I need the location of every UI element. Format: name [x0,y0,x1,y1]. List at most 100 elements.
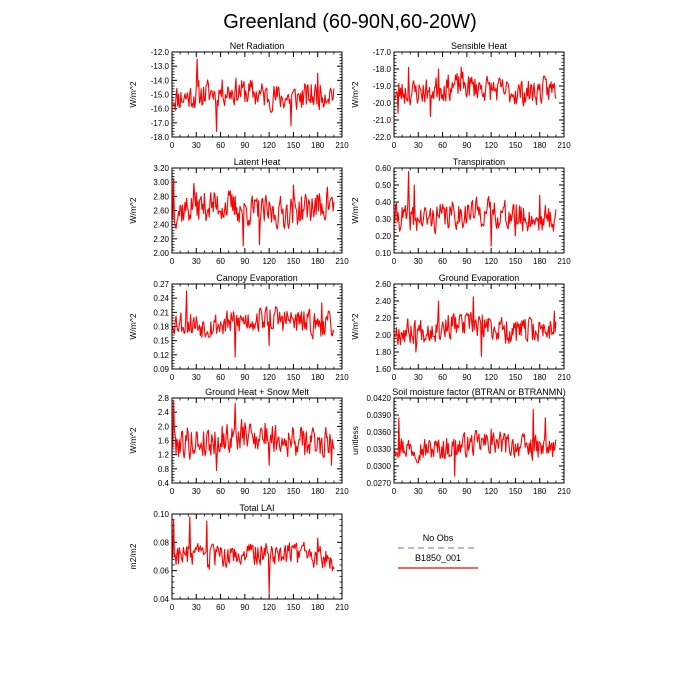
x-tick-label: 90 [462,141,471,150]
series-line [394,408,557,477]
x-tick-label: 0 [392,141,397,150]
panel-9: Total LAI m2/m2 0 30 60 90 120 150 180 210 0.04 0.0… [128,503,349,612]
y-tick-label: 2.60 [375,280,391,289]
x-tick-label: 150 [509,487,523,496]
panel-title: Ground Evaporation [439,273,520,283]
y-tick-label: 0.04 [153,595,169,604]
x-tick-label: 210 [557,257,571,266]
x-tick-label: 180 [533,257,547,266]
y-tick-label: -15.0 [151,91,170,100]
y-tick-label: -21.0 [373,116,392,125]
y-tick-label: 2.20 [153,235,169,244]
panel-8: Soil moisture factor (BTRAN or BTRANMN) u… [350,387,571,496]
y-tick-label: -18.0 [373,65,392,74]
x-tick-label: 150 [287,141,301,150]
y-tick-label: 2.8 [158,394,170,403]
x-tick-label: 60 [216,257,225,266]
y-tick-label: 0.0330 [367,445,392,454]
y-tick-label: 0.09 [153,365,169,374]
x-tick-label: 60 [216,373,225,382]
panel-title: Canopy Evaporation [216,273,298,283]
x-tick-label: 90 [462,257,471,266]
series-line [172,178,335,247]
y-tick-label: 0.4 [158,479,170,488]
x-tick-label: 0 [170,257,175,266]
x-tick-label: 120 [262,141,276,150]
x-tick-label: 60 [216,141,225,150]
x-tick-label: 0 [392,487,397,496]
y-tick-label: 2.80 [153,192,169,201]
y-axis-label: W/m^2 [350,81,360,107]
x-tick-label: 120 [484,487,498,496]
x-tick-label: 210 [335,487,349,496]
x-tick-label: 150 [287,257,301,266]
panel-title: Soil moisture factor (BTRAN or BTRANMN) [392,387,566,397]
x-tick-label: 210 [335,373,349,382]
series-line [394,66,557,118]
x-tick-label: 180 [311,373,325,382]
x-tick-label: 120 [484,373,498,382]
x-tick-label: 30 [414,373,423,382]
x-tick-label: 30 [192,603,201,612]
series-line [172,58,335,132]
x-tick-label: 150 [509,257,523,266]
y-tick-label: 0.27 [153,280,169,289]
x-tick-label: 150 [509,141,523,150]
y-tick-label: 0.0360 [367,428,392,437]
plot-frame [171,513,343,600]
x-tick-label: 0 [170,373,175,382]
y-tick-label: 0.15 [153,337,169,346]
y-tick-label: 0.18 [153,323,169,332]
x-tick-label: 90 [240,141,249,150]
y-axis-label: W/m^2 [128,427,138,453]
legend: No Obs B1850_001 [398,533,478,569]
y-tick-label: 2.40 [375,297,391,306]
x-tick-label: 0 [392,257,397,266]
x-tick-label: 210 [557,373,571,382]
y-tick-label: 0.40 [375,198,391,207]
panel-6: Ground Evaporation W/m^2 0 30 60 90 120 150 180 2… [350,273,571,382]
x-tick-label: 30 [414,257,423,266]
panel-1: Net Radiation W/m^2 0 30 60 90 120 150 180 210 -18… [128,41,349,150]
x-tick-label: 120 [484,257,498,266]
legend-label: No Obs [423,533,454,543]
x-tick-label: 180 [311,141,325,150]
x-tick-label: 0 [392,373,397,382]
y-tick-label: 0.10 [153,510,169,519]
x-tick-label: 120 [262,487,276,496]
panel-title: Sensible Heat [451,41,508,51]
y-axis-label: W/m^2 [350,197,360,223]
x-tick-label: 120 [484,141,498,150]
panel-7: Ground Heat + Snow Melt W/m^2 0 30 60 90 120 15… [128,387,349,496]
y-tick-label: 0.8 [158,465,170,474]
y-tick-label: 2.00 [375,331,391,340]
y-tick-label: 2.4 [158,408,170,417]
x-tick-label: 30 [192,257,201,266]
y-tick-label: 0.0270 [367,479,392,488]
y-tick-label: 0.10 [375,249,391,258]
y-tick-label: 0.60 [375,164,391,173]
y-tick-label: 1.60 [375,365,391,374]
x-tick-label: 180 [311,487,325,496]
y-tick-label: 2.40 [153,221,169,230]
y-tick-label: 0.20 [375,232,391,241]
plot-frame [393,167,565,254]
y-axis-label: W/m^2 [128,197,138,223]
y-tick-label: -13.0 [151,62,170,71]
x-tick-label: 60 [438,373,447,382]
series-line [172,400,335,472]
y-tick-label: 0.08 [153,538,169,547]
x-tick-label: 150 [287,373,301,382]
series-line [172,290,335,358]
y-tick-label: 1.80 [375,348,391,357]
x-tick-label: 60 [216,603,225,612]
panel-title: Total LAI [239,503,274,513]
x-tick-label: 150 [509,373,523,382]
x-tick-label: 0 [170,141,175,150]
x-tick-label: 30 [192,487,201,496]
x-tick-label: 30 [192,373,201,382]
y-tick-label: 0.0390 [367,411,392,420]
y-tick-label: -20.0 [373,99,392,108]
series-line [394,170,557,247]
